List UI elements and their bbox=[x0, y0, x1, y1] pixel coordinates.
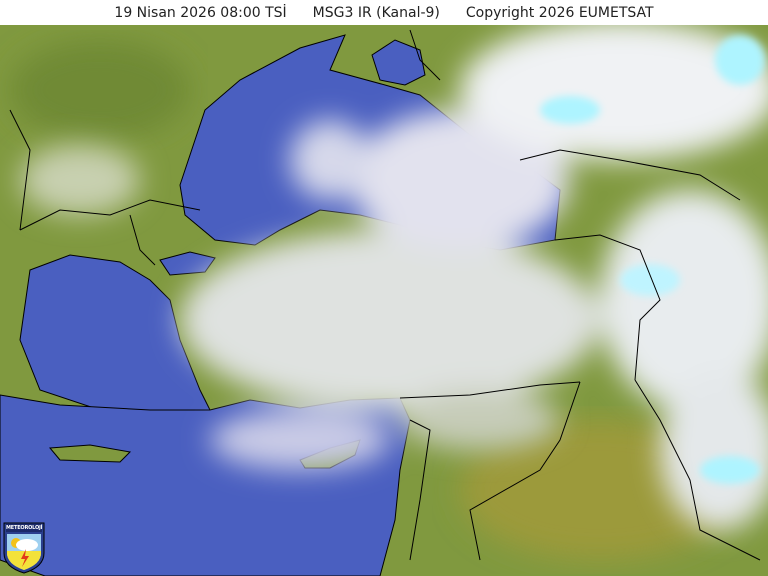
logo-emblem bbox=[3, 522, 45, 574]
image-caption-bar: 19 Nisan 2026 08:00 TSİ MSG3 IR (Kanal-9… bbox=[0, 0, 768, 25]
logo-text: METEOROLOJİ bbox=[6, 525, 43, 531]
country-borders bbox=[9, 29, 761, 561]
meteoroloji-logo: METEOROLOJİ bbox=[2, 521, 46, 575]
satellite-map bbox=[0, 25, 768, 576]
sea-of-marmara bbox=[159, 251, 216, 276]
cloud-cover bbox=[20, 25, 768, 530]
crete bbox=[48, 444, 132, 463]
datetime-label: 19 Nisan 2026 08:00 TSİ bbox=[114, 4, 287, 21]
land-shade bbox=[10, 40, 190, 140]
copyright-label: Copyright 2026 EUMETSAT bbox=[465, 4, 654, 21]
cold-cloud-tops bbox=[540, 35, 765, 484]
aegean-sea bbox=[19, 254, 211, 421]
product-label: MSG3 IR (Kanal-9) bbox=[312, 4, 440, 21]
sea-of-azov bbox=[371, 39, 426, 86]
